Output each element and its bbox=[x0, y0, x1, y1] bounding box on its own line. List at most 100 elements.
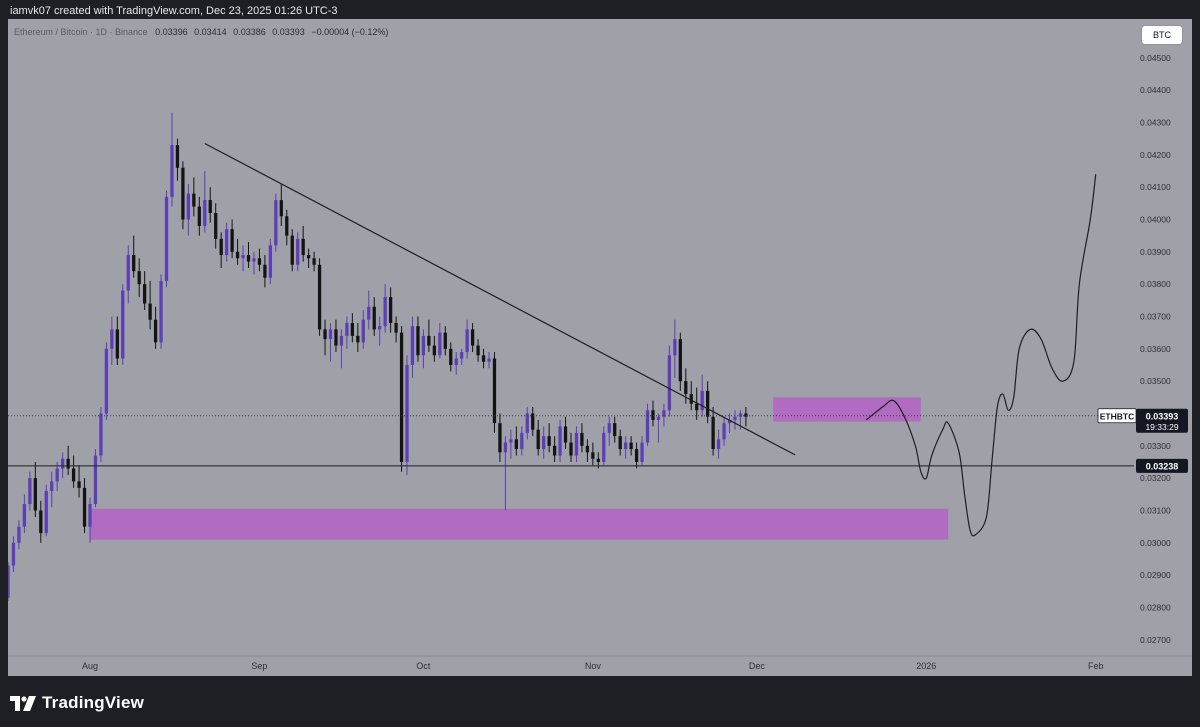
price-tick-label: 0.03600 bbox=[1140, 344, 1171, 354]
candle bbox=[33, 461, 37, 517]
candle bbox=[8, 562, 10, 602]
candle-body bbox=[33, 478, 37, 511]
candle-body bbox=[727, 419, 732, 424]
candle-body bbox=[372, 306, 376, 330]
candle bbox=[678, 332, 682, 391]
candle bbox=[323, 319, 327, 356]
candle-body bbox=[306, 255, 311, 259]
candle bbox=[82, 478, 87, 534]
candle-body bbox=[613, 423, 617, 437]
candle-body bbox=[388, 297, 393, 323]
candle-body bbox=[552, 445, 557, 456]
time-tick-label: Oct bbox=[416, 661, 431, 671]
candle bbox=[274, 193, 278, 252]
candle-body bbox=[170, 145, 174, 197]
price-tick-label: 0.03100 bbox=[1140, 505, 1171, 515]
candle bbox=[580, 423, 584, 453]
candle bbox=[372, 297, 376, 336]
candle bbox=[432, 335, 436, 362]
candle bbox=[334, 319, 338, 353]
candle-body bbox=[547, 436, 551, 446]
candle bbox=[50, 471, 54, 508]
candle-body bbox=[520, 432, 524, 450]
candle-body bbox=[470, 329, 475, 346]
candle-body bbox=[39, 510, 43, 534]
candle bbox=[602, 426, 606, 466]
candle-body bbox=[711, 416, 715, 450]
candle bbox=[520, 426, 524, 456]
candle bbox=[487, 352, 491, 369]
legend-close: 0.03393 bbox=[272, 27, 305, 37]
price-tick-label: 0.03700 bbox=[1140, 311, 1171, 321]
candle-body bbox=[241, 255, 245, 259]
candle bbox=[263, 255, 267, 288]
candle-body bbox=[219, 238, 223, 256]
candle-body bbox=[651, 410, 655, 420]
candle-body bbox=[208, 200, 212, 214]
currency-button[interactable]: BTC bbox=[1142, 26, 1182, 44]
candle-body bbox=[416, 326, 420, 356]
candle-body bbox=[695, 403, 699, 411]
candle-body bbox=[197, 206, 201, 226]
candle-body bbox=[164, 196, 169, 281]
candle-body bbox=[563, 426, 568, 443]
candle bbox=[99, 407, 103, 462]
candle bbox=[399, 326, 404, 472]
candle bbox=[727, 413, 732, 433]
candle-body bbox=[738, 413, 743, 417]
chart-background bbox=[8, 19, 1192, 676]
candle-body bbox=[465, 329, 469, 353]
candle-body bbox=[153, 319, 158, 343]
candle bbox=[11, 536, 16, 572]
current-price-tag bbox=[1136, 408, 1188, 433]
candle-body bbox=[104, 348, 109, 414]
candle bbox=[66, 445, 70, 475]
candle bbox=[454, 352, 458, 375]
candle-body bbox=[121, 290, 125, 359]
candle bbox=[137, 258, 141, 298]
support-price-value: 0.03238 bbox=[1146, 461, 1179, 471]
candle bbox=[744, 407, 748, 427]
candle bbox=[427, 319, 431, 353]
candle bbox=[651, 400, 655, 427]
candle-body bbox=[454, 358, 458, 365]
trendline bbox=[204, 142, 796, 456]
time-tick-label: Feb bbox=[1088, 661, 1104, 671]
candle-body bbox=[312, 258, 316, 265]
candle bbox=[181, 161, 185, 230]
candle bbox=[214, 203, 218, 249]
candle bbox=[148, 280, 152, 330]
candle bbox=[345, 316, 349, 349]
candle-body bbox=[8, 565, 10, 598]
price-tick-label: 0.03300 bbox=[1140, 441, 1171, 451]
candle bbox=[88, 497, 92, 543]
price-tick-label: 0.03200 bbox=[1140, 473, 1171, 483]
candle-body bbox=[689, 394, 693, 404]
price-tick-label: 0.04400 bbox=[1140, 85, 1171, 95]
candle bbox=[465, 319, 469, 359]
candle bbox=[17, 520, 21, 550]
candle bbox=[121, 284, 125, 365]
candle-body bbox=[432, 345, 436, 356]
time-tick-label: Dec bbox=[749, 661, 766, 671]
candle-body bbox=[22, 504, 27, 527]
candle-body bbox=[399, 332, 404, 462]
candle bbox=[164, 190, 169, 288]
chart-frame[interactable]: 0.02700 0.02800 0.02900 0.03000 0.03100 0.032… bbox=[8, 19, 1192, 676]
candle bbox=[662, 403, 666, 427]
candle-body bbox=[700, 390, 704, 411]
candle bbox=[115, 316, 119, 365]
candle bbox=[645, 403, 650, 446]
candle-body bbox=[88, 504, 92, 527]
candle bbox=[716, 429, 721, 459]
price-tick-label: 0.03800 bbox=[1140, 279, 1171, 289]
candle-body bbox=[634, 449, 639, 462]
candle-body bbox=[629, 442, 633, 450]
candle bbox=[367, 290, 371, 330]
time-tick-label: 2026 bbox=[916, 661, 936, 671]
candle-body bbox=[378, 326, 382, 330]
candlestick-chart[interactable]: 0.02700 0.02800 0.02900 0.03000 0.03100 0.032… bbox=[8, 19, 1192, 676]
candle-body bbox=[93, 455, 98, 505]
candle bbox=[339, 329, 344, 369]
candle-body bbox=[602, 432, 606, 462]
